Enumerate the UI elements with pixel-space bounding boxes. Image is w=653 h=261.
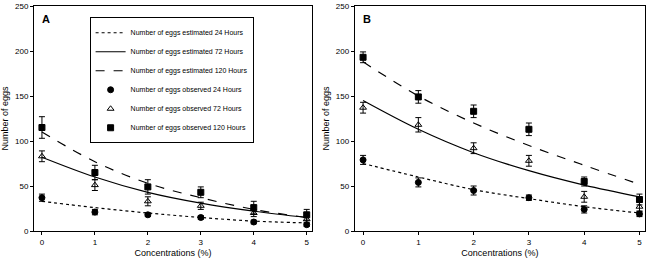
svg-text:2: 2: [146, 238, 151, 247]
svg-text:Concentrations (%): Concentrations (%): [461, 248, 538, 258]
svg-text:Number of eggs estimated 120 H: Number of eggs estimated 120 Hours: [131, 67, 248, 75]
svg-text:100: 100: [336, 137, 350, 146]
svg-text:0: 0: [24, 227, 29, 236]
svg-text:150: 150: [15, 92, 29, 101]
svg-text:Number of eggs observed 24 Hou: Number of eggs observed 24 Hours: [131, 86, 242, 94]
svg-text:200: 200: [336, 47, 350, 56]
svg-text:3: 3: [199, 238, 204, 247]
svg-text:2: 2: [471, 238, 476, 247]
svg-text:Number of eggs observed 72 Hou: Number of eggs observed 72 Hours: [131, 105, 242, 113]
svg-text:B: B: [363, 13, 371, 25]
svg-text:1: 1: [93, 238, 98, 247]
svg-text:Number of eggs estimated 72 Ho: Number of eggs estimated 72 Hours: [131, 48, 244, 56]
svg-text:250: 250: [15, 2, 29, 11]
svg-text:200: 200: [15, 47, 29, 56]
svg-text:100: 100: [15, 137, 29, 146]
svg-text:50: 50: [19, 182, 28, 191]
svg-text:Number of eggs: Number of eggs: [321, 86, 331, 151]
svg-text:0: 0: [40, 238, 45, 247]
svg-text:5: 5: [637, 238, 642, 247]
svg-text:Concentrations (%): Concentrations (%): [134, 248, 211, 258]
svg-text:Number of eggs estimated 24 Ho: Number of eggs estimated 24 Hours: [131, 29, 244, 37]
svg-text:50: 50: [340, 182, 349, 191]
svg-text:A: A: [42, 13, 50, 25]
svg-text:150: 150: [336, 92, 350, 101]
svg-text:Number of eggs: Number of eggs: [0, 86, 10, 151]
svg-text:5: 5: [304, 238, 309, 247]
svg-text:3: 3: [527, 238, 532, 247]
svg-text:4: 4: [252, 238, 257, 247]
svg-text:0: 0: [345, 227, 350, 236]
svg-text:250: 250: [336, 2, 350, 11]
svg-text:Number of eggs observed 120 Ho: Number of eggs observed 120 Hours: [131, 124, 246, 132]
svg-text:4: 4: [582, 238, 587, 247]
svg-text:1: 1: [416, 238, 421, 247]
svg-text:0: 0: [361, 238, 366, 247]
